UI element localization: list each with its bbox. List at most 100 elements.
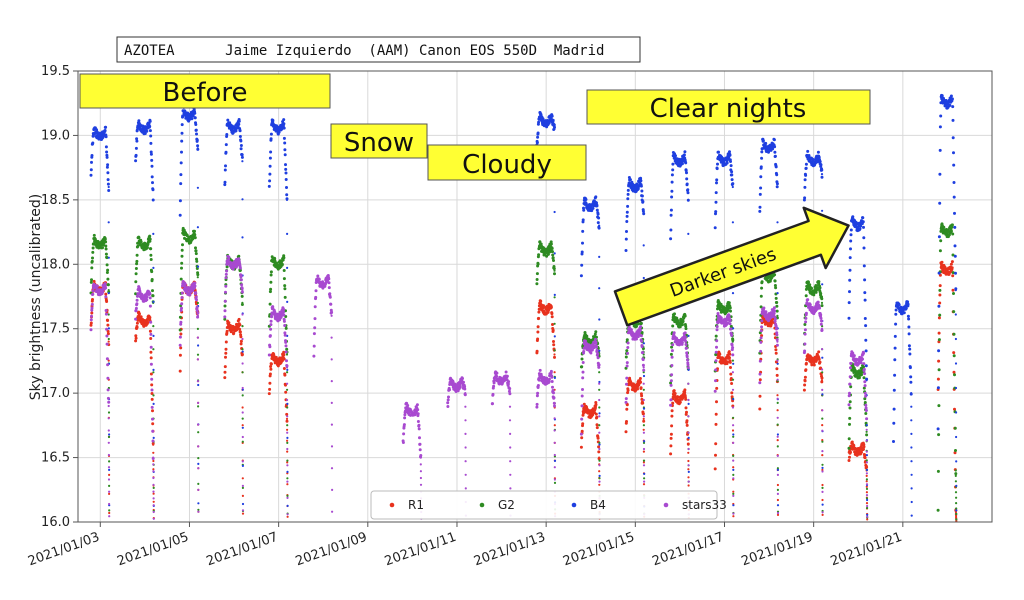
- data-point: [848, 406, 852, 410]
- data-point: [687, 443, 690, 446]
- data-point: [716, 162, 719, 166]
- data-point: [579, 445, 583, 449]
- data-point: [180, 248, 184, 252]
- data-point: [804, 316, 808, 320]
- data-point: [148, 296, 152, 300]
- night-B4-2021-01-03: [89, 125, 111, 507]
- data-point: [732, 435, 735, 438]
- data-point: [938, 284, 942, 288]
- data-point: [107, 417, 110, 420]
- data-point: [686, 191, 690, 195]
- data-point: [643, 480, 646, 483]
- data-point: [196, 144, 200, 148]
- data-point: [241, 502, 245, 506]
- data-point: [314, 295, 318, 299]
- data-point: [952, 332, 956, 336]
- data-point: [594, 405, 597, 409]
- data-point: [226, 118, 230, 122]
- data-point: [676, 319, 680, 323]
- data-point: [581, 229, 585, 233]
- data-point: [863, 372, 867, 376]
- data-point: [595, 415, 599, 419]
- data-point: [624, 400, 628, 404]
- data-point: [865, 459, 868, 462]
- data-point: [464, 392, 467, 395]
- data-point: [687, 470, 690, 473]
- data-point: [89, 321, 93, 325]
- data-point: [148, 234, 152, 238]
- legend-label-R1: R1: [408, 498, 424, 512]
- data-point: [330, 445, 334, 448]
- data-point: [861, 220, 865, 224]
- data-point: [314, 289, 318, 293]
- data-point: [953, 211, 956, 215]
- data-point: [776, 378, 779, 381]
- night-R1-2021-01-19: [802, 350, 824, 517]
- data-point: [598, 415, 601, 418]
- data-point: [509, 473, 512, 476]
- data-point: [107, 327, 110, 330]
- data-point: [197, 344, 200, 347]
- data-point: [194, 123, 198, 126]
- data-point: [239, 147, 243, 151]
- data-point: [817, 357, 821, 361]
- data-point: [860, 373, 863, 377]
- data-point: [892, 407, 896, 411]
- data-point: [104, 244, 108, 248]
- data-point: [594, 403, 598, 407]
- data-point: [237, 260, 241, 264]
- data-point: [730, 170, 734, 174]
- data-point: [774, 348, 778, 352]
- data-point: [865, 424, 868, 427]
- data-point: [582, 402, 586, 406]
- data-point: [286, 428, 289, 431]
- data-point: [670, 189, 674, 193]
- data-point: [820, 175, 824, 179]
- data-point: [581, 241, 584, 245]
- data-point: [669, 379, 673, 383]
- data-point: [625, 382, 628, 386]
- data-point: [152, 490, 155, 493]
- data-point: [848, 268, 852, 272]
- data-point: [553, 453, 556, 457]
- data-point: [892, 388, 896, 392]
- data-point: [241, 325, 244, 328]
- data-point: [270, 255, 274, 259]
- data-point: [152, 368, 155, 371]
- data-point: [864, 412, 868, 415]
- data-point: [552, 343, 556, 347]
- data-point: [642, 428, 645, 431]
- data-point: [820, 327, 824, 330]
- data-point: [731, 388, 735, 391]
- data-point: [241, 313, 244, 316]
- data-point: [402, 432, 406, 436]
- data-point: [821, 368, 824, 371]
- data-point: [104, 145, 108, 149]
- data-point: [447, 395, 450, 399]
- data-point: [892, 421, 896, 425]
- data-point: [715, 386, 719, 390]
- data-point: [642, 388, 645, 391]
- data-point: [685, 410, 688, 414]
- data-point: [104, 292, 108, 296]
- data-point: [803, 379, 807, 383]
- data-point: [536, 391, 540, 395]
- data-point: [197, 405, 200, 408]
- data-point: [639, 184, 643, 188]
- data-point: [893, 373, 897, 377]
- data-point: [776, 416, 779, 419]
- data-point: [821, 454, 824, 457]
- data-point: [862, 365, 865, 369]
- data-point: [551, 253, 555, 257]
- data-point: [953, 426, 957, 430]
- data-point: [640, 394, 644, 398]
- data-point: [146, 321, 150, 324]
- data-point: [728, 322, 732, 326]
- data-point: [188, 117, 192, 121]
- data-point: [551, 250, 554, 254]
- data-point: [715, 167, 719, 171]
- data-point: [269, 280, 273, 284]
- data-point: [954, 271, 957, 275]
- data-point: [197, 502, 200, 505]
- data-point: [196, 301, 199, 305]
